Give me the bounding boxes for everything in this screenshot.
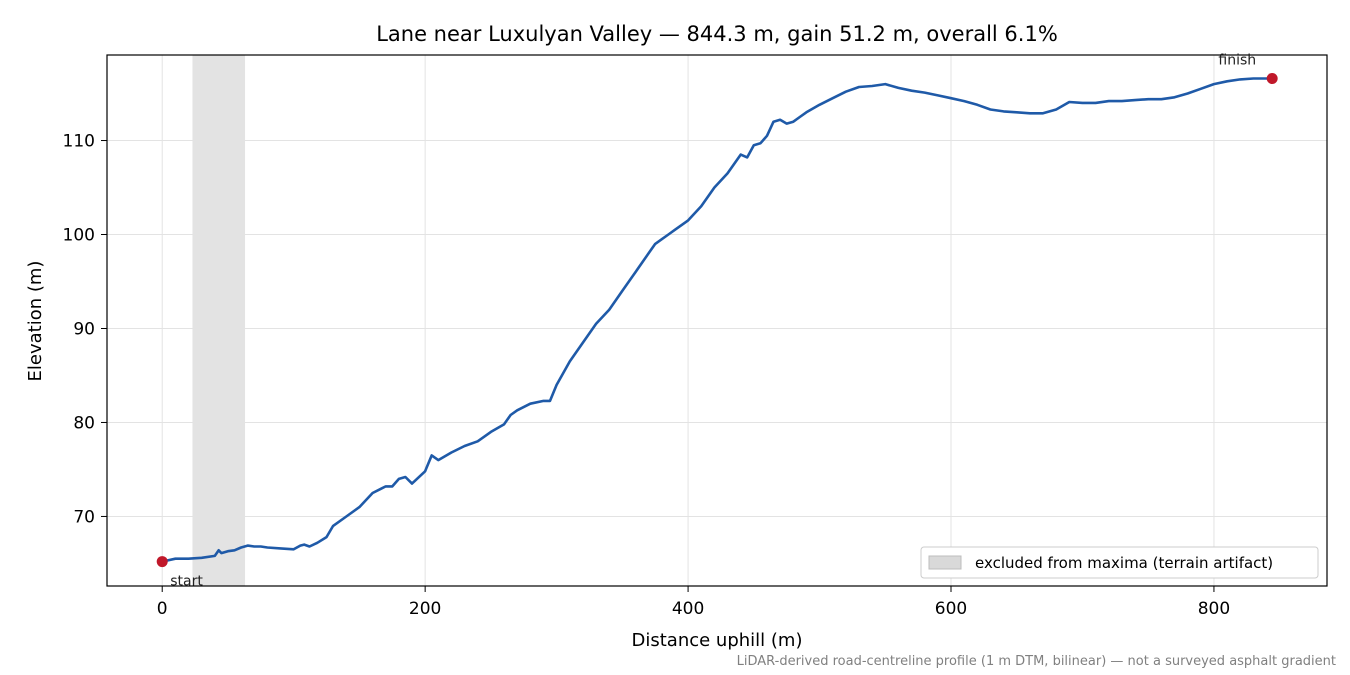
x-tick-label: 600 — [935, 599, 967, 619]
marker-label-start: start — [170, 574, 203, 590]
elevation-line — [161, 77, 1273, 563]
y-tick-label: 110 — [63, 132, 95, 152]
y-axis-label: Elevation (m) — [25, 261, 46, 382]
legend-swatch — [928, 555, 962, 570]
x-tick-label: 0 — [157, 599, 168, 619]
marker-finish — [1266, 72, 1278, 84]
x-axis-label: Distance uphill (m) — [632, 630, 803, 651]
marker-label-finish: finish — [1218, 52, 1256, 68]
y-tick-label: 100 — [63, 226, 95, 246]
legend-box — [920, 546, 1319, 579]
y-tick-label: 70 — [73, 507, 95, 527]
axes-frame — [106, 54, 1328, 587]
x-tick-label: 400 — [672, 599, 704, 619]
legend-entry-excluded: excluded from maxima (terrain artifact) — [975, 554, 1273, 572]
legend: excluded from maxima (terrain artifact) — [920, 546, 1319, 579]
chart-title: Lane near Luxulyan Valley — 844.3 m, gai… — [376, 22, 1058, 46]
y-tick-label: 80 — [73, 413, 95, 433]
x-tick-label: 800 — [1198, 599, 1230, 619]
excluded-region — [192, 55, 246, 586]
x-tick-label: 200 — [409, 599, 441, 619]
y-tick-label: 90 — [73, 319, 95, 339]
footnote: LiDAR-derived road-centreline profile (1… — [737, 654, 1336, 669]
marker-start — [156, 556, 168, 568]
plot-area: 0 200 400 600 800 70 80 90 100 110 start finish — [63, 52, 1328, 619]
